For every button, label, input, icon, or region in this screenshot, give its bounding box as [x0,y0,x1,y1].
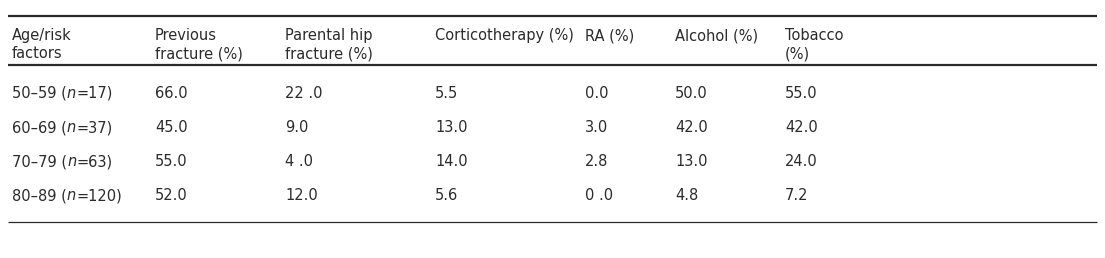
Text: 14.0: 14.0 [435,155,467,170]
Text: Corticotherapy (%): Corticotherapy (%) [435,28,573,43]
Text: 45.0: 45.0 [155,120,188,135]
Text: =37): =37) [76,120,113,135]
Text: 42.0: 42.0 [675,120,707,135]
Text: =17): =17) [76,85,113,101]
Text: n: n [67,189,76,204]
Text: 0 .0: 0 .0 [585,189,613,204]
Text: 60–69 (: 60–69 ( [12,120,67,135]
Text: Age/risk
factors: Age/risk factors [12,28,72,61]
Text: 3.0: 3.0 [585,120,608,135]
Text: 5.6: 5.6 [435,189,459,204]
Text: 5.5: 5.5 [435,85,459,101]
Text: Parental hip
fracture (%): Parental hip fracture (%) [285,28,372,61]
Text: 4.8: 4.8 [675,189,698,204]
Text: 80–89 (: 80–89 ( [12,189,67,204]
Text: 24.0: 24.0 [785,155,818,170]
Text: =63): =63) [76,155,113,170]
Text: 55.0: 55.0 [155,155,188,170]
Text: 12.0: 12.0 [285,189,318,204]
Text: 50.0: 50.0 [675,85,707,101]
Text: n: n [67,120,76,135]
Text: Previous
fracture (%): Previous fracture (%) [155,28,243,61]
Text: 22 .0: 22 .0 [285,85,323,101]
Text: 55.0: 55.0 [785,85,818,101]
Text: Tobacco
(%): Tobacco (%) [785,28,843,61]
Text: 0.0: 0.0 [585,85,609,101]
Text: 42.0: 42.0 [785,120,818,135]
Text: Alcohol (%): Alcohol (%) [675,28,758,43]
Text: 66.0: 66.0 [155,85,188,101]
Text: =120): =120) [76,189,122,204]
Text: 13.0: 13.0 [435,120,467,135]
Text: 70–79 (: 70–79 ( [12,155,67,170]
Text: n: n [67,85,76,101]
Text: RA (%): RA (%) [585,28,634,43]
Text: 9.0: 9.0 [285,120,308,135]
Text: 13.0: 13.0 [675,155,707,170]
Text: n: n [67,155,76,170]
Text: 52.0: 52.0 [155,189,188,204]
Text: 50–59 (: 50–59 ( [12,85,67,101]
Text: 2.8: 2.8 [585,155,609,170]
Text: 4 .0: 4 .0 [285,155,313,170]
Text: 7.2: 7.2 [785,189,809,204]
